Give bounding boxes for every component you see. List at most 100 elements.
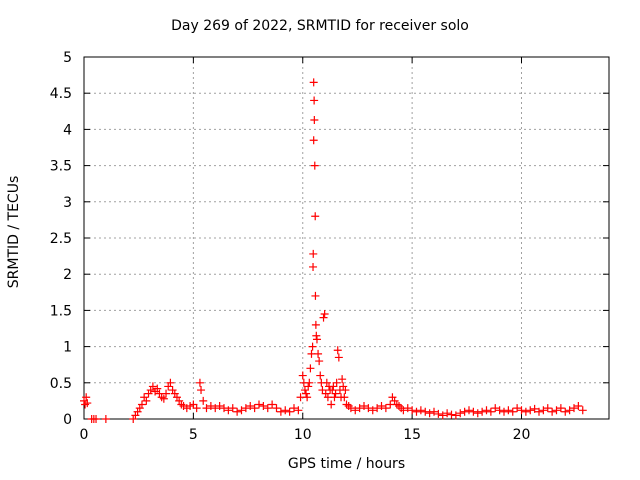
data-point xyxy=(309,78,318,87)
data-point xyxy=(473,409,482,418)
data-point xyxy=(344,401,353,410)
data-point xyxy=(81,400,90,409)
data-point xyxy=(381,404,390,413)
data-point xyxy=(237,406,246,415)
data-point xyxy=(300,386,309,395)
data-point xyxy=(412,407,421,416)
data-point xyxy=(228,404,237,413)
data-point xyxy=(469,407,478,416)
data-point xyxy=(318,386,327,395)
data-point xyxy=(486,407,495,416)
data-point xyxy=(162,389,171,398)
data-point xyxy=(368,406,377,415)
data-point xyxy=(329,382,338,391)
data-point xyxy=(319,313,328,322)
data-point xyxy=(416,406,425,415)
data-point xyxy=(148,382,157,391)
data-point xyxy=(561,407,570,416)
data-point xyxy=(272,404,281,413)
data-point xyxy=(168,386,177,395)
data-point xyxy=(548,407,557,416)
x-tick-label: 10 xyxy=(294,427,312,443)
data-point xyxy=(192,404,201,413)
data-point xyxy=(513,404,522,413)
data-point xyxy=(543,404,552,413)
data-point xyxy=(570,404,578,413)
data-point xyxy=(298,371,307,380)
data-point xyxy=(355,404,364,413)
data-point xyxy=(189,400,198,409)
data-point xyxy=(314,349,323,358)
y-tick-label: 4 xyxy=(63,122,72,138)
data-point xyxy=(177,400,186,409)
data-point xyxy=(290,404,298,413)
data-point xyxy=(508,407,517,416)
data-point xyxy=(304,382,313,391)
data-point xyxy=(250,404,259,413)
data-point xyxy=(430,407,438,416)
y-tick-label: 0 xyxy=(63,412,72,428)
y-tick-label: 5 xyxy=(63,50,72,66)
data-point xyxy=(137,400,146,409)
data-point xyxy=(331,389,340,398)
data-point xyxy=(351,406,360,415)
data-point xyxy=(144,389,153,398)
data-point xyxy=(377,401,386,410)
data-point xyxy=(172,393,181,402)
data-point xyxy=(309,262,318,271)
data-point xyxy=(556,404,565,413)
data-point xyxy=(408,406,417,415)
data-point xyxy=(166,378,175,387)
data-point xyxy=(308,342,317,351)
data-point xyxy=(438,411,447,420)
data-point xyxy=(399,406,408,415)
data-point xyxy=(364,404,373,413)
data-point xyxy=(342,400,351,409)
data-point xyxy=(133,407,142,416)
data-point xyxy=(305,378,314,387)
data-point xyxy=(294,406,303,415)
data-point xyxy=(360,401,368,410)
x-axis-label: GPS time / hours xyxy=(287,456,406,472)
data-point xyxy=(327,400,336,409)
data-point xyxy=(306,364,315,373)
data-point xyxy=(340,393,349,402)
data-point xyxy=(421,407,430,416)
data-point xyxy=(142,396,151,405)
data-point xyxy=(140,393,149,402)
data-point xyxy=(434,409,443,418)
data-point xyxy=(312,335,321,344)
data-point xyxy=(131,411,140,420)
data-point xyxy=(101,415,110,423)
x-tick-label: 15 xyxy=(403,427,421,443)
data-point xyxy=(574,401,583,410)
data-point xyxy=(259,401,268,410)
data-point xyxy=(157,393,166,402)
data-point xyxy=(346,404,355,413)
data-point xyxy=(403,404,412,413)
data-point xyxy=(220,404,228,413)
data-point xyxy=(333,346,342,355)
data-point xyxy=(388,393,397,402)
data-point xyxy=(316,371,325,380)
data-point xyxy=(263,404,272,413)
x-tick-label: 20 xyxy=(513,427,531,443)
data-point xyxy=(320,310,329,319)
data-point xyxy=(303,393,312,402)
data-point xyxy=(170,389,179,398)
y-tick-label: 0.5 xyxy=(50,376,72,392)
data-point xyxy=(82,393,91,402)
data-point xyxy=(246,401,255,410)
data-point xyxy=(202,404,211,413)
data-point xyxy=(530,404,539,413)
y-tick-label: 3 xyxy=(63,195,72,211)
y-tick-label: 2 xyxy=(63,267,72,283)
data-point xyxy=(341,386,350,395)
data-point xyxy=(478,407,487,416)
data-point xyxy=(309,249,318,258)
data-point xyxy=(159,394,168,403)
data-point xyxy=(233,407,242,416)
data-point xyxy=(285,407,294,416)
data-point xyxy=(578,406,587,415)
